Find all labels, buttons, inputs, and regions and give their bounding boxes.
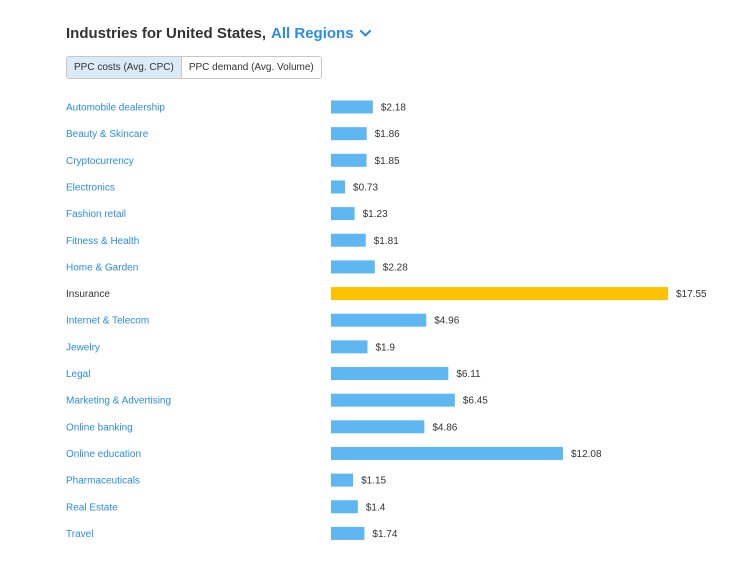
value-label-marketing-and-advertising: $6.45 [463,396,488,407]
value-label-electronics: $0.73 [353,182,378,193]
category-label-real-estate[interactable]: Real Estate [66,502,118,513]
value-label-jewelry: $1.9 [375,342,395,353]
chevron-down-icon [359,29,371,36]
category-label-automobile-dealership[interactable]: Automobile dealership [66,103,165,114]
value-label-fitness-and-health: $1.81 [374,236,399,247]
category-label-jewelry[interactable]: Jewelry [66,342,100,353]
title-prefix: Industries for United States, [66,24,267,42]
bar-insurance [331,287,668,301]
bar-real-estate [331,500,358,514]
value-label-online-education: $12.08 [571,449,602,460]
category-label-home-and-garden[interactable]: Home & Garden [66,262,138,273]
value-label-insurance: $17.55 [676,289,707,300]
category-label-legal[interactable]: Legal [66,369,90,380]
category-label-online-education[interactable]: Online education [66,449,141,460]
value-label-home-and-garden: $2.28 [383,262,408,273]
bar-home-and-garden [331,260,375,274]
bar-online-education [331,446,563,460]
category-label-electronics[interactable]: Electronics [66,182,115,193]
category-label-beauty-and-skincare[interactable]: Beauty & Skincare [66,129,149,140]
bar-fitness-and-health [331,233,366,247]
bar-travel [331,526,365,540]
toggle-ppc-costs[interactable]: PPC costs (Avg. CPC) [67,57,182,78]
region-label: All Regions [271,24,354,42]
category-label-fitness-and-health[interactable]: Fitness & Health [66,236,139,247]
bar-beauty-and-skincare [331,127,367,141]
value-label-travel: $1.74 [372,529,397,540]
value-label-cryptocurrency: $1.85 [375,156,400,167]
category-label-cryptocurrency[interactable]: Cryptocurrency [66,156,134,167]
bar-jewelry [331,340,368,354]
toggle-ppc-demand[interactable]: PPC demand (Avg. Volume) [181,57,321,78]
value-label-online-banking: $4.86 [432,422,457,433]
value-label-real-estate: $1.4 [366,502,386,513]
category-label-internet-and-telecom[interactable]: Internet & Telecom [66,316,149,327]
bar-online-banking [331,420,425,434]
category-label-pharmaceuticals[interactable]: Pharmaceuticals [66,476,140,487]
category-label-fashion-retail[interactable]: Fashion retail [66,209,126,220]
value-label-internet-and-telecom: $4.96 [434,316,459,327]
bar-pharmaceuticals [331,473,354,487]
bar-legal [331,367,449,380]
bar-fashion-retail [331,207,355,221]
category-label-travel[interactable]: Travel [66,529,93,540]
category-label-online-banking[interactable]: Online banking [66,422,133,433]
value-label-beauty-and-skincare: $1.86 [375,129,400,140]
bar-automobile-dealership [331,100,373,114]
bar-internet-and-telecom [331,313,427,327]
category-label-insurance: Insurance [66,289,110,300]
category-label-marketing-and-advertising[interactable]: Marketing & Advertising [66,396,171,407]
bar-electronics [331,180,346,194]
value-label-pharmaceuticals: $1.15 [361,476,386,487]
bar-cryptocurrency [331,153,367,167]
value-label-automobile-dealership: $2.18 [381,103,406,114]
bar-marketing-and-advertising [331,393,455,407]
value-label-legal: $6.11 [456,369,481,380]
value-label-fashion-retail: $1.23 [363,209,388,220]
metric-toggle: PPC costs (Avg. CPC) PPC demand (Avg. Vo… [66,56,322,79]
page-title: Industries for United States, All Region… [66,22,371,44]
region-dropdown[interactable]: All Regions [271,25,371,42]
